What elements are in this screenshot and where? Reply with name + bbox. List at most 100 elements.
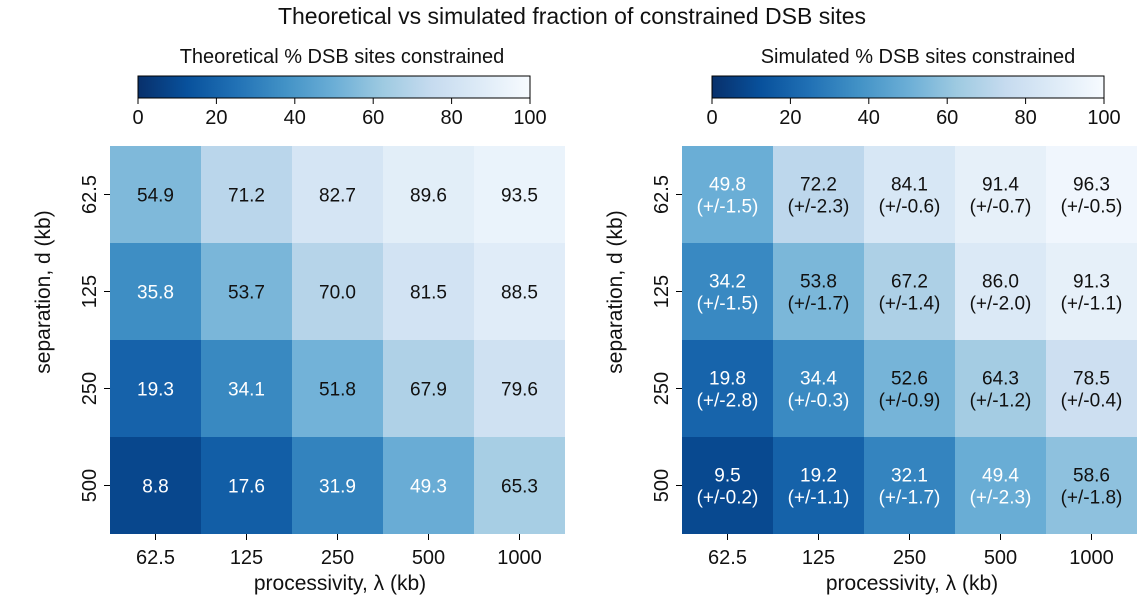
colorbar-tick-label: 40 bbox=[858, 107, 880, 129]
colorbar-tick-label: 80 bbox=[1014, 107, 1036, 129]
cell-error: (+/-2.8) bbox=[697, 391, 759, 412]
y-tick-label: 250 bbox=[651, 372, 673, 405]
x-axis-label: processivity, λ (kb) bbox=[826, 572, 998, 595]
heatmap-cell bbox=[682, 243, 773, 340]
y-tick-label: 62.5 bbox=[79, 175, 101, 214]
heatmap-cell bbox=[292, 146, 383, 243]
cell-value: 82.7 bbox=[319, 186, 356, 207]
x-tick-label: 500 bbox=[984, 547, 1017, 569]
cell-value: 35.8 bbox=[137, 283, 174, 304]
theoretical-heatmap: Theoretical % DSB sites constrained 0 20 40… bbox=[32, 46, 565, 595]
cell-value: 93.5 bbox=[501, 186, 538, 207]
heatmap-cell bbox=[110, 437, 201, 534]
y-tick-label: 125 bbox=[651, 275, 673, 308]
colorbar-tick-label: 80 bbox=[440, 107, 462, 129]
heatmap-cell bbox=[1046, 437, 1137, 534]
y-axis-label: separation, d (kb) bbox=[604, 210, 627, 373]
cell-value: 84.1 bbox=[891, 175, 928, 196]
cell-value: 32.1 bbox=[891, 466, 928, 487]
cell-value: 8.8 bbox=[142, 477, 168, 498]
heatmap-cell bbox=[682, 437, 773, 534]
x-tick-label: 500 bbox=[412, 547, 445, 569]
colorbar-tick-label: 100 bbox=[1087, 107, 1120, 129]
y-tick-label: 500 bbox=[79, 469, 101, 502]
heatmap-cell bbox=[773, 437, 864, 534]
cell-error: (+/-2.0) bbox=[970, 294, 1032, 315]
cell-value: 49.3 bbox=[410, 477, 447, 498]
heatmap-cell bbox=[1046, 146, 1137, 243]
colorbar bbox=[711, 75, 1105, 99]
heatmap-cell bbox=[773, 340, 864, 437]
cell-value: 34.4 bbox=[800, 369, 837, 390]
cell-error: (+/-0.4) bbox=[1061, 391, 1123, 412]
heatmap-cell bbox=[474, 243, 565, 340]
cell-error: (+/-1.7) bbox=[879, 488, 941, 509]
heatmap-cell bbox=[474, 340, 565, 437]
heatmap-cell bbox=[955, 243, 1046, 340]
cell-value: 53.8 bbox=[800, 272, 837, 293]
heatmap-cell bbox=[292, 243, 383, 340]
heatmap-cell bbox=[110, 340, 201, 437]
heatmap-cell bbox=[864, 243, 955, 340]
heatmap-cell bbox=[1046, 243, 1137, 340]
cell-value: 67.2 bbox=[891, 272, 928, 293]
colorbar-tick-label: 20 bbox=[205, 107, 227, 129]
x-tick-label: 62.5 bbox=[136, 547, 175, 569]
colorbar bbox=[137, 75, 531, 99]
cell-value: 52.6 bbox=[891, 369, 928, 390]
x-tick-label: 250 bbox=[321, 547, 354, 569]
colorbar-tick-label: 40 bbox=[284, 107, 306, 129]
cell-value: 81.5 bbox=[410, 283, 447, 304]
x-tick-label: 125 bbox=[230, 547, 263, 569]
colorbar-title: Theoretical % DSB sites constrained bbox=[180, 46, 505, 68]
x-tick-label: 1000 bbox=[1069, 547, 1114, 569]
cell-value: 19.8 bbox=[709, 369, 746, 390]
heatmap-cell bbox=[682, 146, 773, 243]
heatmap-cell bbox=[383, 146, 474, 243]
heatmap-cell bbox=[773, 146, 864, 243]
cell-value: 34.2 bbox=[709, 272, 746, 293]
cell-value: 9.5 bbox=[714, 466, 740, 487]
heatmap-cell bbox=[955, 437, 1046, 534]
cell-value: 64.3 bbox=[982, 369, 1019, 390]
cell-value: 53.7 bbox=[228, 283, 265, 304]
cell-error: (+/-0.3) bbox=[788, 391, 850, 412]
cell-value: 34.1 bbox=[228, 380, 265, 401]
cell-value: 70.0 bbox=[319, 283, 356, 304]
heatmap-cell bbox=[474, 437, 565, 534]
cell-value: 54.9 bbox=[137, 186, 174, 207]
cell-error: (+/-1.2) bbox=[970, 391, 1032, 412]
heatmap-cell bbox=[110, 243, 201, 340]
heatmap-cell bbox=[955, 146, 1046, 243]
cell-error: (+/-0.9) bbox=[879, 391, 941, 412]
cell-value: 19.3 bbox=[137, 380, 174, 401]
heatmap-cell bbox=[864, 437, 955, 534]
heatmap-cell bbox=[110, 146, 201, 243]
simulated-heatmap: Simulated % DSB sites constrained 0 20 40 60… bbox=[604, 46, 1137, 595]
y-tick-label: 500 bbox=[651, 469, 673, 502]
x-axis-label: processivity, λ (kb) bbox=[254, 572, 426, 595]
cell-value: 49.8 bbox=[709, 175, 746, 196]
cell-value: 96.3 bbox=[1073, 175, 1110, 196]
heatmap-cell bbox=[383, 437, 474, 534]
cell-value: 58.6 bbox=[1073, 466, 1110, 487]
heatmap-cell bbox=[864, 340, 955, 437]
heatmap-cell bbox=[383, 340, 474, 437]
cell-value: 31.9 bbox=[319, 477, 356, 498]
cell-value: 67.9 bbox=[410, 380, 447, 401]
cell-value: 51.8 bbox=[319, 380, 356, 401]
x-tick-label: 62.5 bbox=[708, 547, 747, 569]
heatmap-cell bbox=[474, 146, 565, 243]
cell-error: (+/-1.1) bbox=[788, 488, 850, 509]
heatmap-cell bbox=[383, 243, 474, 340]
y-tick-label: 125 bbox=[79, 275, 101, 308]
cell-value: 19.2 bbox=[800, 466, 837, 487]
cell-value: 91.4 bbox=[982, 175, 1019, 196]
heatmap-cell bbox=[1046, 340, 1137, 437]
heatmap-cell bbox=[292, 437, 383, 534]
x-tick-label: 1000 bbox=[497, 547, 542, 569]
cell-value: 86.0 bbox=[982, 272, 1019, 293]
cell-value: 72.2 bbox=[800, 175, 837, 196]
cell-error: (+/-1.4) bbox=[879, 294, 941, 315]
